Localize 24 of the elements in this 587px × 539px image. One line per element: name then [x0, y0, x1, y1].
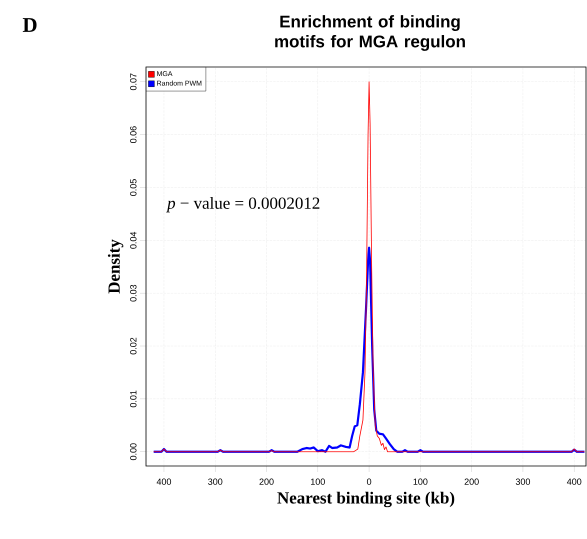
- annotation: p − value = 0.0002012: [166, 196, 320, 212]
- y-tick-label: 0.02: [130, 338, 136, 354]
- y-tick-label: 0.04: [130, 232, 136, 249]
- y-tick-label: 0.06: [130, 126, 136, 144]
- y-tick-label: 0.01: [130, 390, 136, 408]
- x-tick-label: 100: [311, 478, 325, 485]
- y-tick-label: 0.07: [130, 74, 136, 90]
- y-tick-label: 0.03: [130, 284, 136, 302]
- x-tick-label: 200: [259, 478, 274, 485]
- x-tick-label: 200: [464, 478, 479, 485]
- x-tick-label: 300: [208, 478, 222, 485]
- y-tick-label: 0.00: [130, 443, 136, 460]
- x-tick-label: 400: [156, 478, 172, 485]
- x-tick-label: 400: [566, 478, 582, 485]
- x-axis-title: Nearest binding site (kb): [277, 492, 454, 508]
- y-axis-title: Density: [108, 239, 124, 294]
- line-series: [153, 81, 585, 452]
- y-tick-label: 0.05: [130, 179, 136, 196]
- x-tick-label: 100: [414, 478, 428, 485]
- chart-title: Enrichment of binding motifs for MGA regulon: [275, 15, 465, 51]
- x-tick-label: 300: [516, 478, 530, 485]
- x-tick-label: 0: [366, 478, 372, 485]
- line-series: [152, 246, 586, 453]
- text: D: [22, 18, 37, 32]
